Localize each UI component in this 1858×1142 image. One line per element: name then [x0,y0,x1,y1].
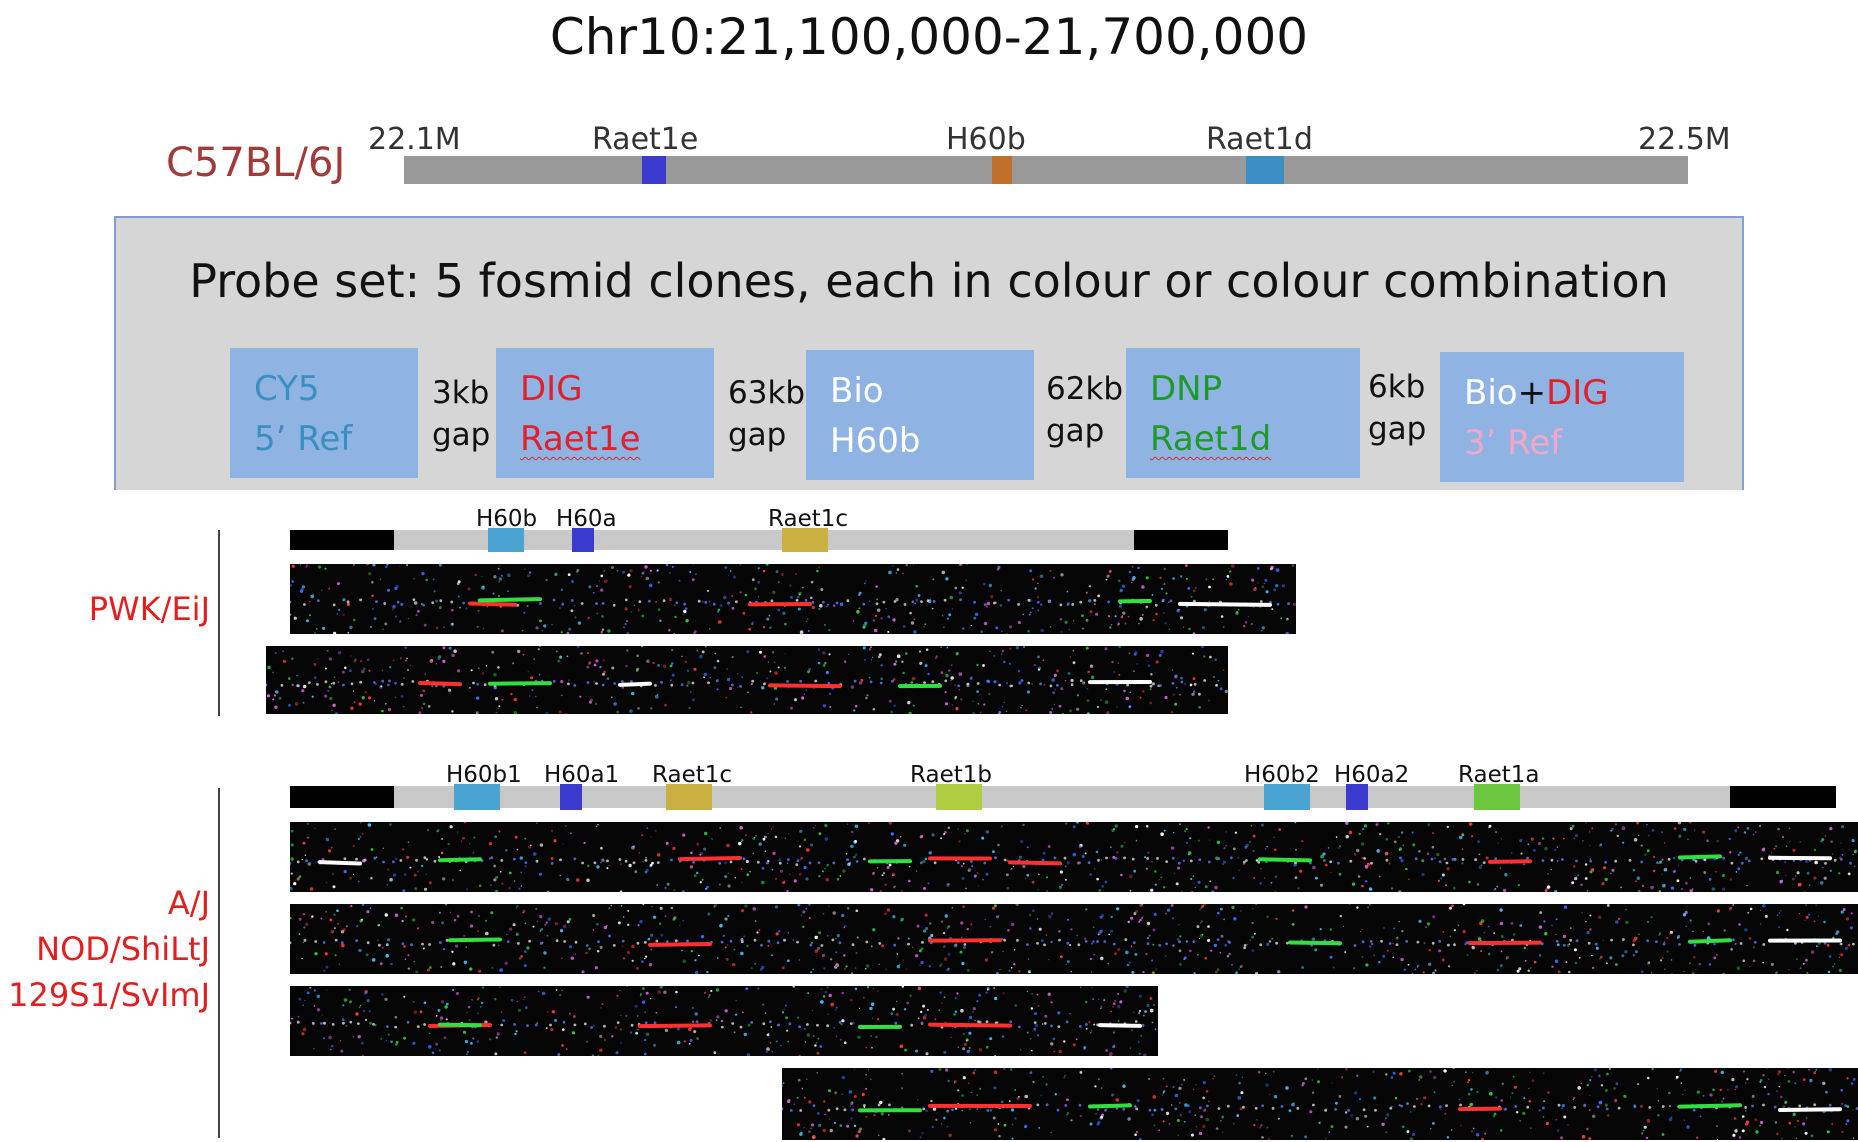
fiber-image [782,1068,1858,1140]
strain-label-aj: A/J [167,884,210,922]
reference-strain-label: C57BL/6J [166,140,346,186]
fiber-image [266,646,1228,714]
group1-map-bar [290,530,1228,550]
probe-label-bio: Bio [1464,373,1518,413]
probe-target: Raet1d [1150,419,1272,459]
fiber-image [290,822,1858,892]
reference-end-coord: 22.5M [1638,122,1731,157]
group1-gene-label-h60a: H60a [556,506,617,532]
strain-label-129s1: 129S1/SvImJ [8,976,210,1014]
ref-gene-mark-h60b [992,156,1012,184]
ref-gene-mark-raet1d [1246,156,1284,184]
group2-gene-mark-raet1a [1474,784,1520,810]
group1-gene-mark-raet1c [782,528,828,552]
probe-box-bio-dig: Bio+DIG 3’ Ref [1440,352,1684,482]
group2-map-end-right [1730,786,1836,808]
probe-box-dnp: DNP Raet1d [1126,348,1360,478]
group2-gene-label-raet1b: Raet1b [910,762,992,788]
group2-gene-label-h60b2: H60b2 [1244,762,1320,788]
probe-label: Bio [830,371,884,411]
gap-2: 63kb gap [728,372,805,456]
probe-label: CY5 [254,369,320,409]
ref-gene-label-raet1e: Raet1e [592,122,699,157]
fiber-image [290,986,1158,1056]
probe-box-cy5: CY5 5’ Ref [230,348,418,478]
gap-size: 63kb [728,375,806,411]
group2-gene-mark-h60b1 [454,784,500,810]
group2-gene-label-raet1a: Raet1a [1458,762,1540,788]
group2-gene-mark-h60a2 [1346,784,1368,810]
probe-target: 5’ Ref [254,419,353,459]
group1-bracket-line [218,530,220,716]
gap-4: 6kb gap [1368,366,1426,450]
group2-gene-label-h60a1: H60a1 [544,762,620,788]
group1-gene-mark-h60b [488,528,524,552]
gap-3: 62kb gap [1046,368,1123,452]
group2-gene-label-raet1c: Raet1c [652,762,733,788]
gap-word: gap [728,417,787,453]
group2-gene-mark-h60b2 [1264,784,1310,810]
strain-label-nod: NOD/ShiLtJ [36,930,210,968]
group2-gene-label-h60b1: H60b1 [446,762,522,788]
gap-word: gap [432,417,491,453]
group1-map-end-left [290,530,394,550]
probe-label: DIG [520,369,583,409]
probe-target: 3’ Ref [1464,423,1563,463]
probe-set-title: Probe set: 5 fosmid clones, each in colo… [189,254,1669,308]
ref-gene-label-h60b: H60b [946,122,1026,157]
group2-gene-mark-raet1b [936,784,982,810]
gap-word: gap [1046,413,1105,449]
group2-map-end-left [290,786,394,808]
group2-gene-label-h60a2: H60a2 [1334,762,1410,788]
probe-label-plus: + [1517,373,1547,413]
ref-gene-label-raet1d: Raet1d [1206,122,1313,157]
gap-size: 6kb [1368,369,1426,405]
fiber-image [290,564,1296,634]
group2-bracket-line [218,788,220,1138]
ref-gene-mark-raet1e [642,156,666,184]
probe-target: H60b [830,421,921,461]
probe-label: DNP [1150,369,1223,409]
reference-bar [404,156,1688,184]
group1-gene-label-h60b: H60b [476,506,538,532]
probe-label: Bio+DIG [1464,368,1684,418]
gap-size: 62kb [1046,371,1124,407]
gap-word: gap [1368,411,1427,447]
strain-label-pwk: PWK/EiJ [88,590,210,628]
figure-title: Chr10:21,100,000-21,700,000 [549,8,1309,66]
group1-map-end-right [1134,530,1228,550]
probe-box-dig: DIG Raet1e [496,348,714,478]
fiber-image [290,904,1858,974]
probe-target: Raet1e [520,419,641,459]
probe-label-dig: DIG [1546,373,1609,413]
probe-box-bio: Bio H60b [806,350,1034,480]
group1-gene-label-raet1c: Raet1c [768,506,849,532]
group1-gene-mark-h60a [572,528,594,552]
group2-gene-mark-h60a1 [560,784,582,810]
reference-start-coord: 22.1M [368,122,461,157]
group2-gene-mark-raet1c [666,784,712,810]
gap-size: 3kb [432,375,490,411]
gap-1: 3kb gap [432,372,490,456]
group2-map-bar [290,786,1836,808]
